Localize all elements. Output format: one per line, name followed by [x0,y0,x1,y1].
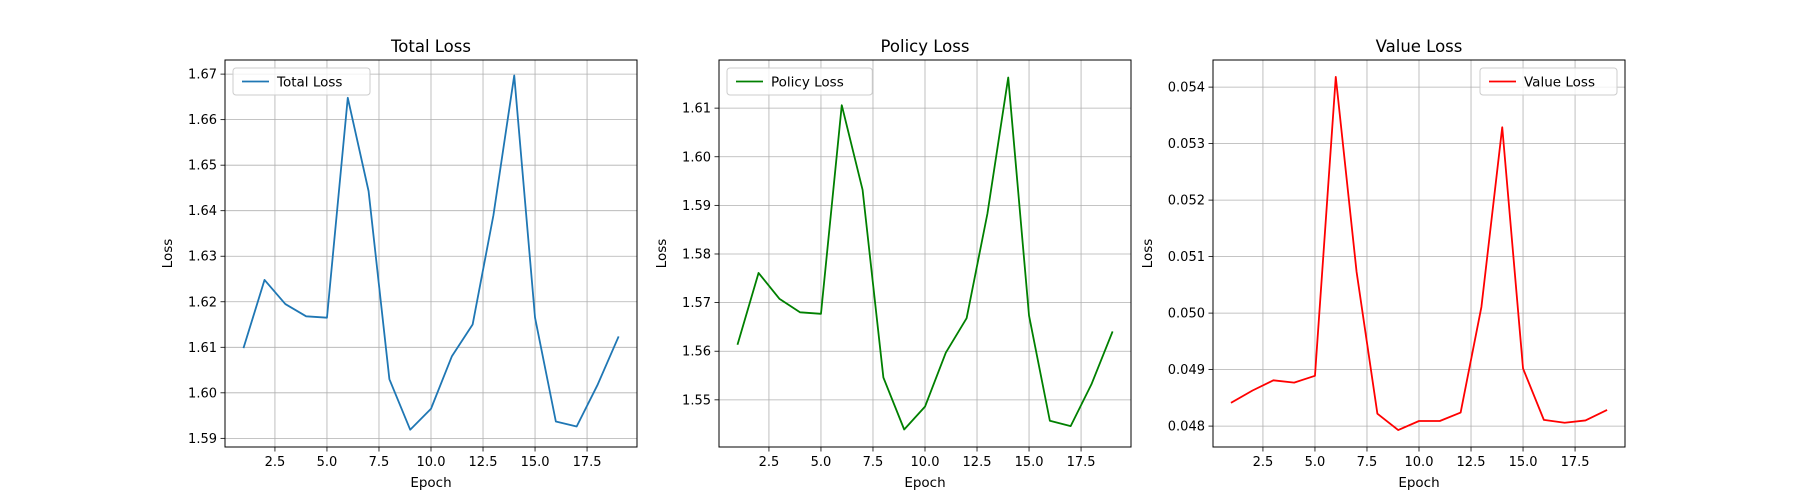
x-axis-label: Epoch [1398,475,1439,491]
y-tick-label: 1.58 [682,247,711,262]
y-tick-label: 1.60 [682,150,711,165]
chart-panel-1: 2.5 5.0 7.5 10.0 12.5 15.0 17.5 1.55 1.56 1.57 1.5… [654,37,1132,491]
x-tick-label: 12.5 [1457,455,1486,470]
x-tick-label: 17.5 [1561,455,1590,470]
legend-label: Value Loss [1524,75,1595,91]
x-axis-label: Epoch [410,475,451,491]
x-tick-label: 7.5 [369,455,390,470]
x-tick-label: 15.0 [521,455,550,470]
chart-panel-0: 2.5 5.0 7.5 10.0 12.5 15.0 17.5 1.59 1.60 1.61 1.6… [160,37,638,491]
x-tick-label: 17.5 [573,455,602,470]
y-tick-label: 1.64 [188,204,217,219]
y-tick-label: 1.62 [188,295,217,310]
x-tick-label: 10.0 [417,455,446,470]
y-axis-label: Loss [160,239,176,269]
y-tick-label: 0.051 [1168,250,1205,265]
y-tick-label: 1.56 [682,345,711,360]
x-tick-label: 5.0 [811,455,832,470]
chart-title: Policy Loss [881,37,970,56]
y-tick-label: 1.59 [188,432,217,447]
x-tick-label: 2.5 [265,455,286,470]
x-tick-label: 5.0 [1305,455,1326,470]
y-tick-label: 1.65 [188,159,217,174]
x-tick-label: 10.0 [1405,455,1434,470]
legend-label: Total Loss [276,75,342,91]
y-tick-label: 1.59 [682,199,711,214]
series-line [736,76,1114,431]
legend-box [726,67,873,96]
y-tick-label: 1.60 [188,386,217,401]
y-tick-label: 1.61 [188,341,217,356]
y-tick-label: 1.66 [188,113,217,128]
legend-box [232,67,371,96]
y-tick-label: 0.048 [1168,420,1205,435]
chart-panel-2: 2.5 5.0 7.5 10.0 12.5 15.0 17.5 0.048 0.049 0.050… [1140,37,1626,491]
x-tick-label: 15.0 [1015,455,1044,470]
y-tick-label: 0.052 [1168,194,1205,209]
legend-label: Policy Loss [771,75,844,91]
y-tick-label: 0.050 [1168,307,1205,322]
legend: Policy Loss [726,67,873,96]
chart-title: Total Loss [390,37,471,56]
y-tick-label: 1.67 [188,68,217,83]
x-tick-label: 5.0 [317,455,338,470]
x-tick-label: 7.5 [1357,455,1378,470]
y-tick-label: 1.55 [682,393,711,408]
x-tick-label: 12.5 [963,455,992,470]
x-tick-label: 12.5 [469,455,498,470]
legend-box [1479,67,1618,96]
x-tick-label: 17.5 [1067,455,1096,470]
y-axis-label: Loss [1140,239,1156,269]
x-axis-label: Epoch [904,475,945,491]
legend: Total Loss [232,67,371,96]
series-line [1230,76,1608,431]
y-tick-label: 1.61 [682,102,711,117]
y-axis-label: Loss [654,239,670,269]
legend: Value Loss [1479,67,1618,96]
x-tick-label: 10.0 [911,455,940,470]
series-line [242,74,620,431]
x-tick-label: 2.5 [759,455,780,470]
y-tick-label: 0.053 [1168,137,1205,152]
y-tick-label: 1.63 [188,250,217,265]
y-tick-label: 1.57 [682,296,711,311]
chart-title: Value Loss [1376,37,1463,56]
y-tick-label: 0.049 [1168,363,1205,378]
x-tick-label: 15.0 [1509,455,1538,470]
x-tick-label: 7.5 [863,455,884,470]
x-tick-label: 2.5 [1253,455,1274,470]
y-tick-label: 0.054 [1168,81,1205,96]
